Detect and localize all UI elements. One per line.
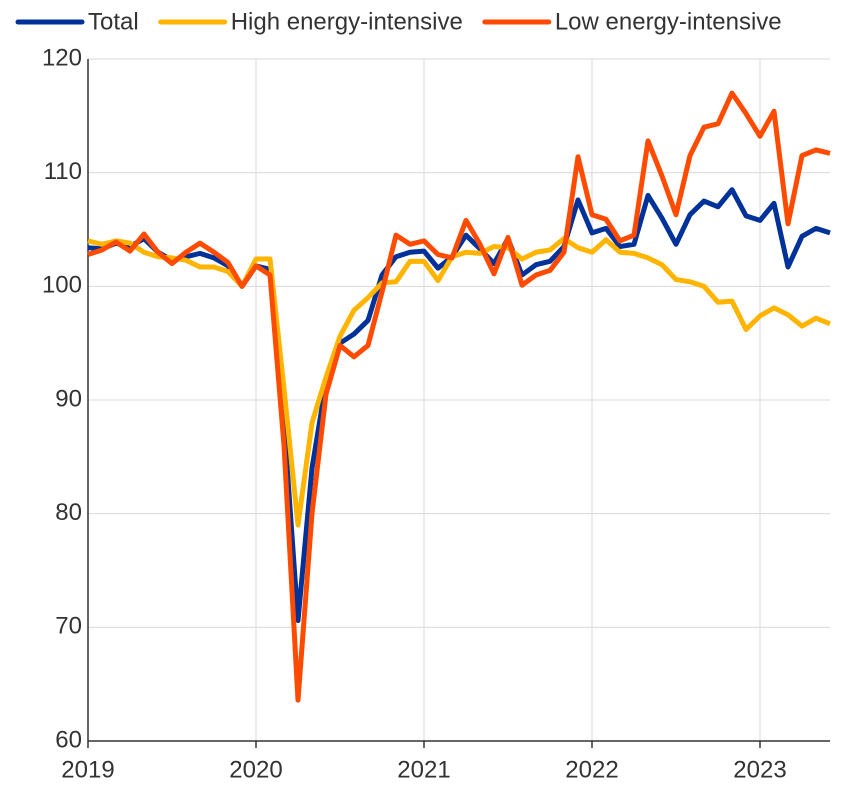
y-tick-label: 100 — [42, 272, 82, 299]
x-tick-label: 2022 — [565, 756, 618, 783]
legend-label: High energy-intensive — [231, 8, 463, 35]
y-tick-label: 110 — [44, 158, 82, 185]
x-tick-label: 2023 — [733, 756, 786, 783]
legend-label: Low energy-intensive — [555, 8, 782, 35]
y-tick-label: 120 — [42, 44, 82, 71]
series-line — [87, 236, 831, 528]
y-tick-label: 60 — [55, 726, 82, 753]
y-tick-label: 90 — [55, 385, 82, 412]
y-tick-label: 80 — [55, 499, 82, 526]
legend-label: Total — [88, 8, 139, 35]
series-line — [87, 90, 831, 703]
x-tick-label: 2020 — [229, 756, 282, 783]
x-tick-label: 2019 — [61, 756, 114, 783]
y-tick-label: 70 — [55, 613, 82, 640]
x-tick-label: 2021 — [397, 756, 450, 783]
